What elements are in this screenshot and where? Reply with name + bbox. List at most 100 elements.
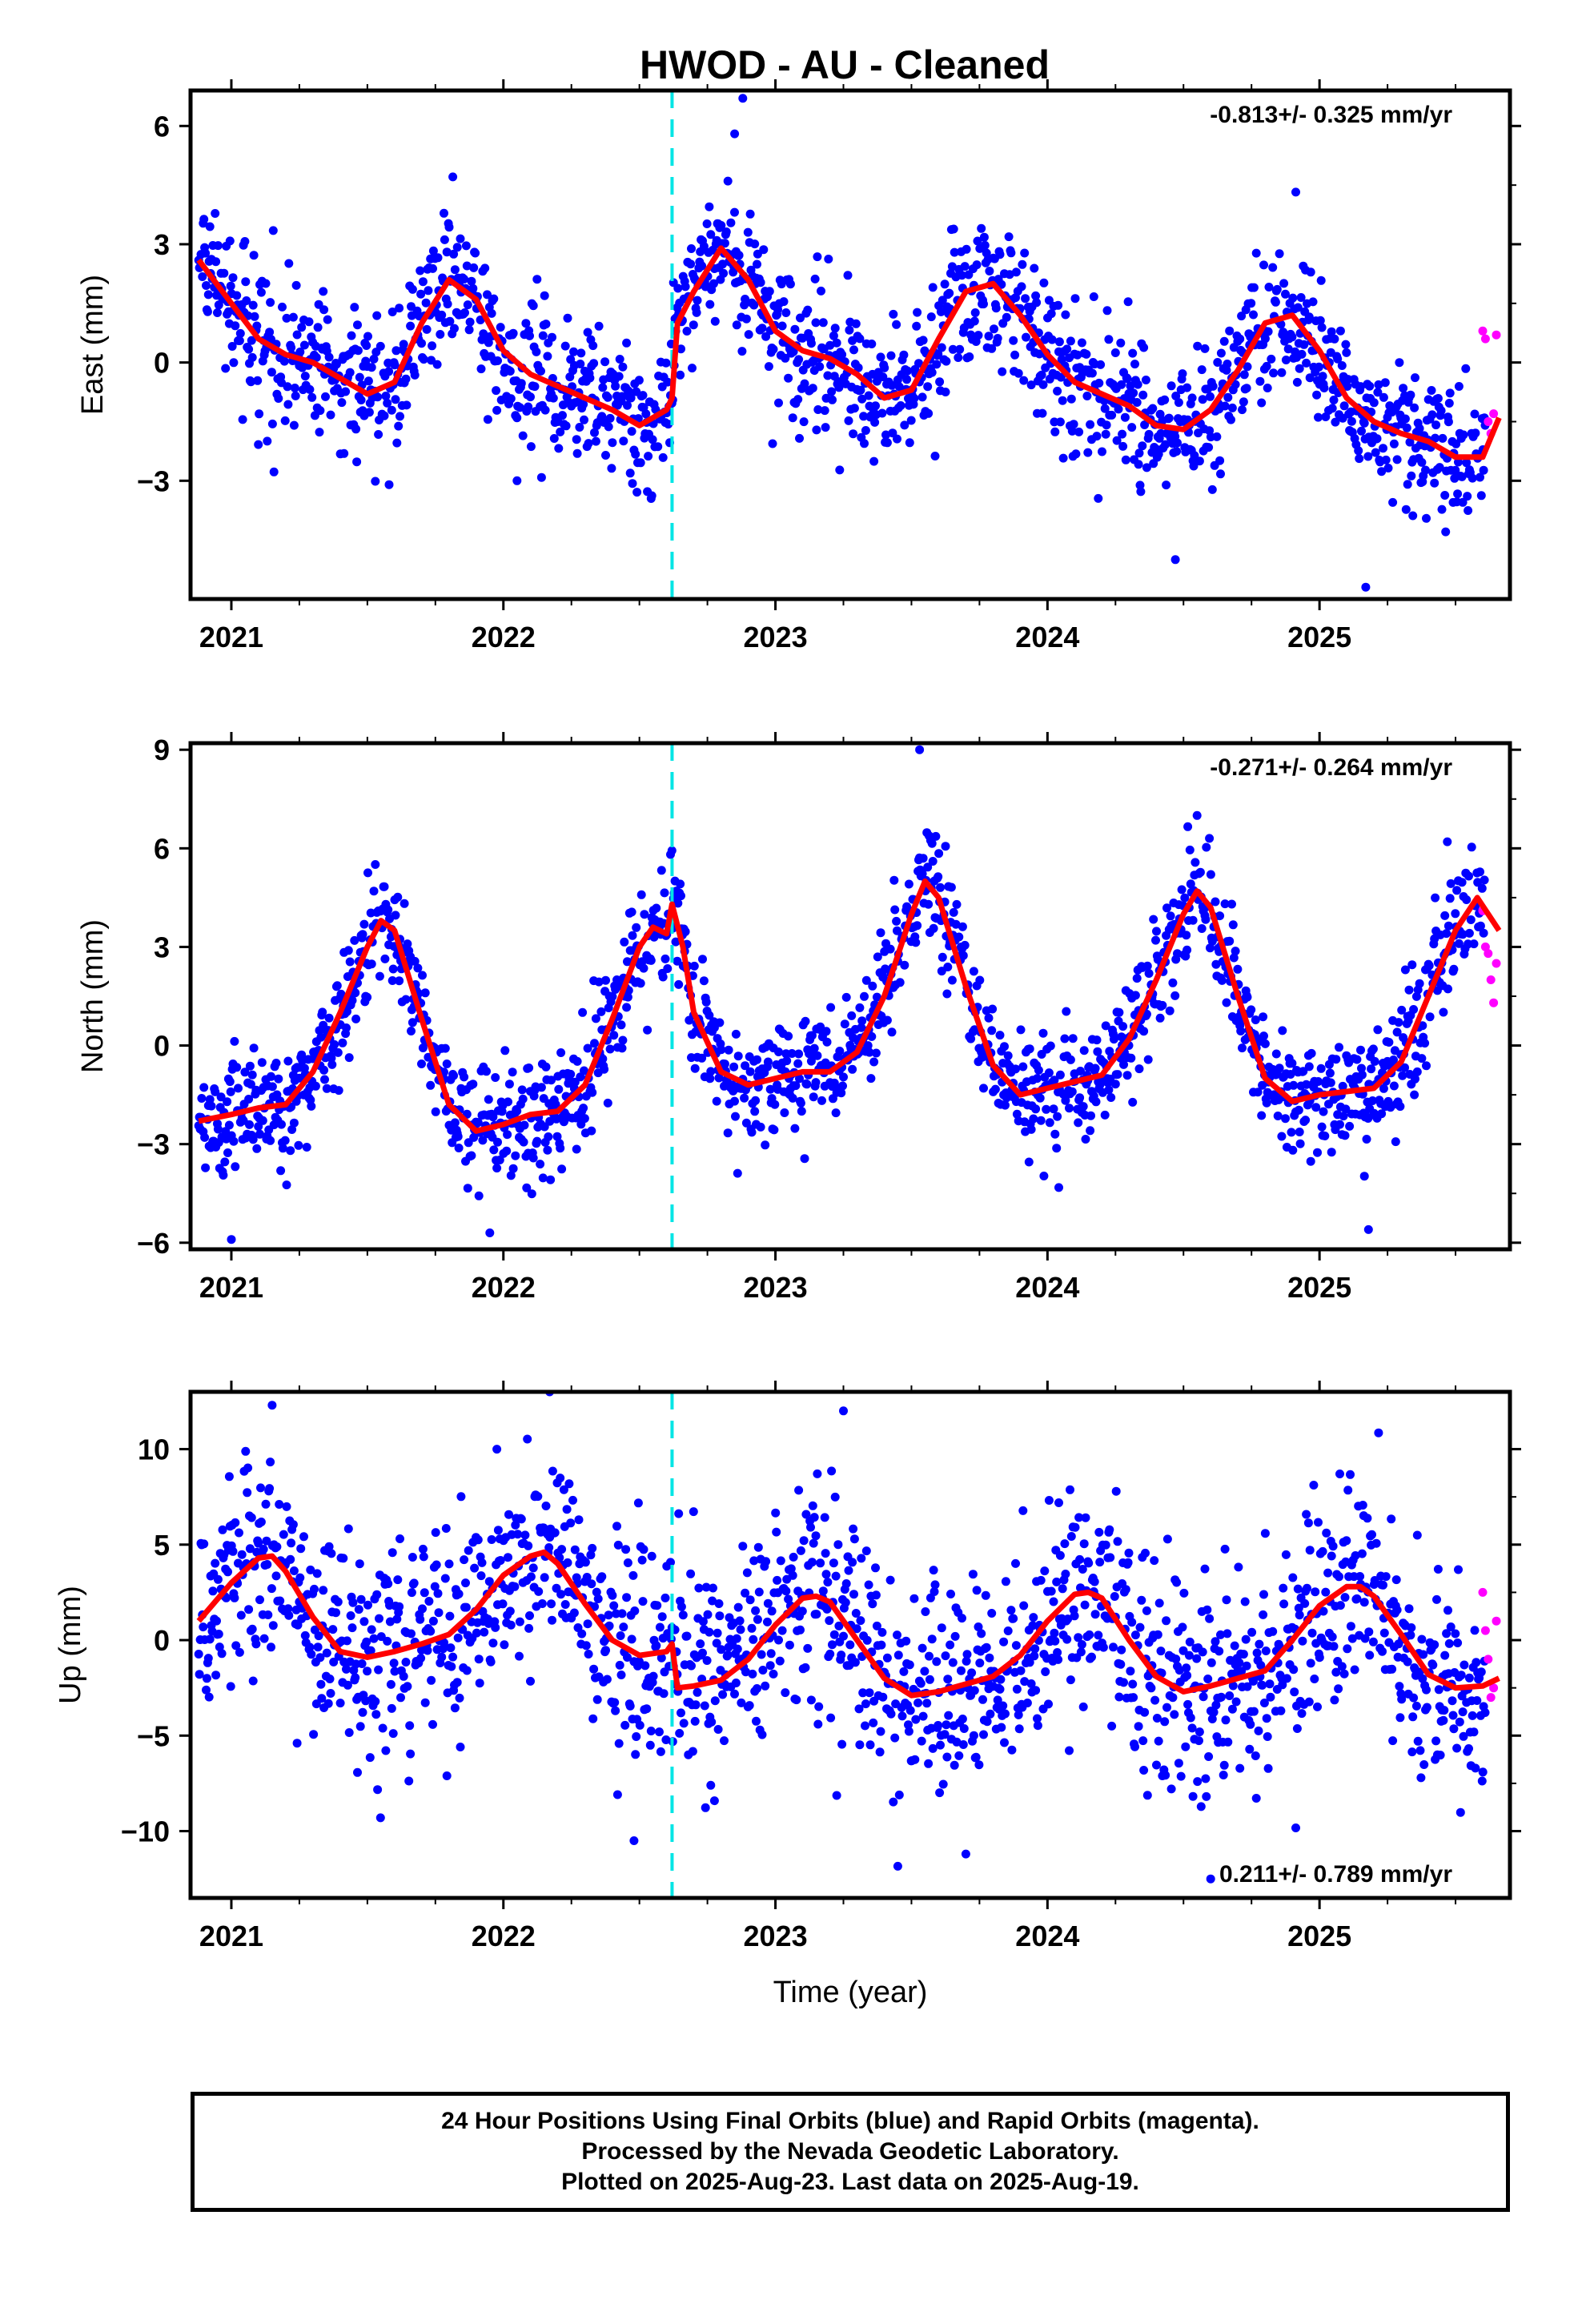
final-orbit-point [1162,1534,1172,1544]
final-orbit-point [283,382,292,392]
final-orbit-point [1471,1763,1480,1773]
final-orbit-point [1012,1109,1022,1119]
final-orbit-point [250,312,259,321]
final-orbit-point [1231,947,1240,956]
final-orbit-point [440,235,449,244]
final-orbit-point [1106,1093,1116,1102]
final-orbit-point [547,1599,556,1609]
y-tick-label: 3 [154,228,170,261]
final-orbit-point [1275,249,1284,259]
final-orbit-point [1317,323,1327,332]
final-orbit-point [1055,417,1065,427]
final-orbit-point [631,1750,640,1759]
final-orbit-point [1400,1063,1409,1072]
final-orbit-point [1422,513,1431,523]
final-orbit-point [1138,441,1147,451]
final-orbit-point [1263,1732,1272,1741]
final-orbit-point [241,1446,251,1456]
final-orbit-point [936,307,946,316]
final-orbit-point [1221,1715,1231,1725]
final-orbit-point [1153,1630,1162,1639]
final-orbit-point [500,1046,510,1055]
final-orbit-point [1042,1104,1051,1114]
final-orbit-point [1438,433,1447,443]
final-orbit-point [866,1074,876,1084]
final-orbit-point [1018,259,1027,269]
final-orbit-point [1263,327,1273,336]
final-orbit-point [1067,426,1077,436]
final-orbit-point [1171,1655,1181,1664]
final-orbit-point [1178,1622,1187,1632]
final-orbit-point [1379,1580,1387,1590]
final-orbit-point [284,259,294,268]
final-orbit-point [1044,1496,1054,1505]
final-orbit-point [1333,354,1343,364]
final-orbit-point [1369,398,1379,408]
final-orbit-point [945,288,954,298]
final-orbit-point [756,278,765,287]
final-orbit-point [548,1466,557,1476]
final-orbit-point [1156,1647,1166,1656]
final-orbit-point [1339,1112,1348,1121]
final-orbit-point [1288,293,1298,303]
final-orbit-point [199,1539,209,1549]
final-orbit-point [202,1674,211,1683]
final-orbit-point [1063,1614,1073,1624]
final-orbit-point [603,1098,612,1108]
final-orbit-point [1032,298,1042,308]
final-orbit-point [928,1743,938,1753]
final-orbit-point [327,1053,336,1063]
final-orbit-point [1312,390,1322,400]
final-orbit-point [584,439,593,448]
final-orbit-point [927,1634,937,1644]
final-orbit-point [584,1650,593,1659]
final-orbit-point [1060,1034,1070,1043]
final-orbit-point [1377,1109,1387,1119]
final-orbit-point [1412,1530,1422,1540]
final-orbit-point [950,247,959,257]
final-orbit-point [777,321,787,331]
final-orbit-point [1372,434,1382,444]
final-orbit-point [1188,915,1198,925]
final-orbit-point [241,277,251,287]
final-orbit-point [1342,1536,1351,1546]
final-orbit-point [383,1636,392,1646]
final-orbit-point [1292,1724,1302,1733]
final-orbit-point [731,1112,740,1121]
final-orbit-point [930,1580,940,1590]
final-orbit-point [633,1498,643,1508]
final-orbit-point [767,1606,777,1616]
final-orbit-point [890,905,900,915]
final-orbit-point [781,353,790,363]
final-orbit-point [1074,1513,1084,1522]
final-orbit-point [1420,1039,1430,1048]
final-orbit-point [773,1575,782,1585]
final-orbit-point [1319,1107,1328,1116]
final-orbit-point [1066,1675,1075,1685]
final-orbit-point [1432,1594,1441,1604]
final-orbit-point [526,1572,536,1582]
final-orbit-point [1251,1751,1260,1760]
final-orbit-point [1319,384,1329,392]
final-orbit-point [359,919,369,929]
final-orbit-point [1130,991,1140,1000]
final-orbit-point [1065,1746,1074,1755]
final-orbit-point [1445,388,1455,398]
final-orbit-point [1239,397,1248,407]
final-orbit-point [923,382,933,392]
final-orbit-point [855,1003,865,1012]
final-orbit-point [801,1510,811,1519]
final-orbit-point [761,1681,770,1691]
final-orbit-point [981,1590,990,1600]
final-orbit-point [476,364,486,374]
final-orbit-point [871,1590,881,1600]
final-orbit-point [378,1723,387,1733]
final-orbit-point [697,261,707,271]
final-orbit-point [1081,1513,1090,1522]
final-orbit-point [744,330,753,340]
final-orbit-point [1183,822,1193,831]
final-orbit-point [1309,1481,1319,1490]
final-orbit-point [399,1671,408,1681]
final-orbit-point [384,480,394,489]
final-orbit-point [627,427,636,436]
